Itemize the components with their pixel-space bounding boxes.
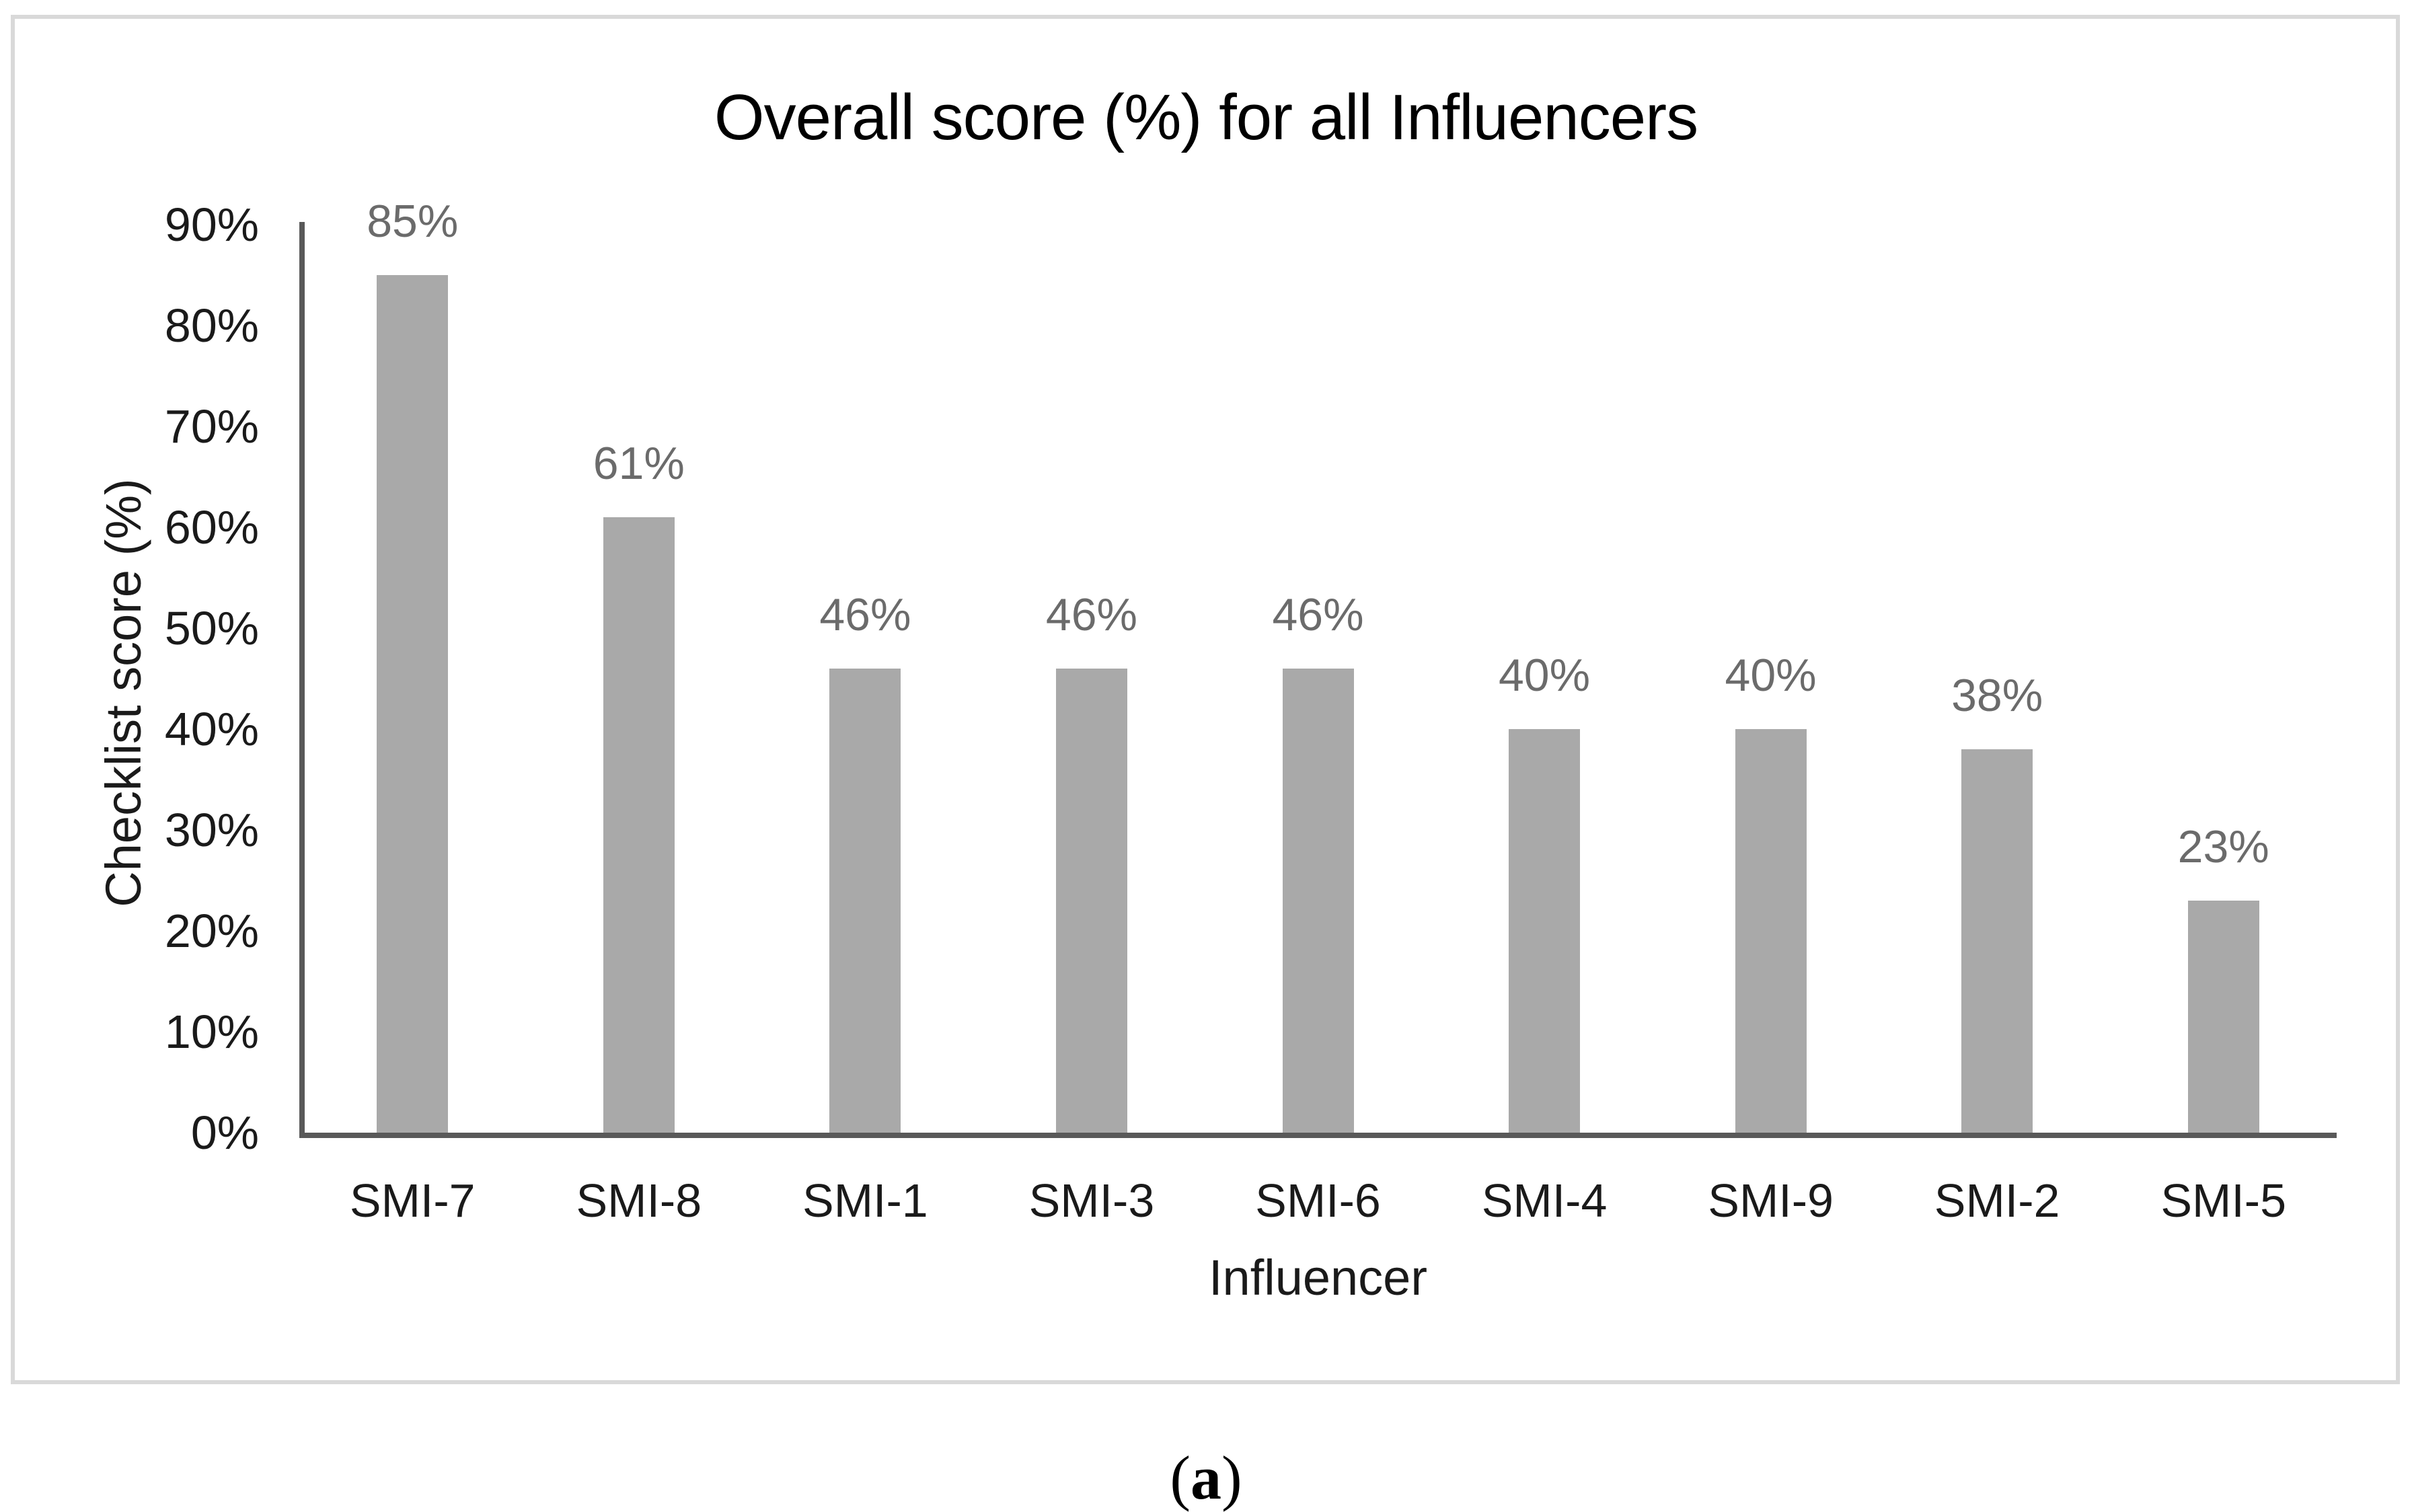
y-tick-label-10: 10% <box>164 1006 259 1058</box>
y-tick-label-40: 40% <box>164 703 259 755</box>
data-label-SMI-6: 46% <box>1272 589 1364 640</box>
data-label-SMI-3: 46% <box>1045 589 1137 640</box>
y-axis-line <box>299 222 305 1138</box>
bar-SMI-9 <box>1735 729 1807 1133</box>
y-tick-label-80: 80% <box>164 299 259 352</box>
bar-SMI-6 <box>1282 669 1354 1133</box>
x-tick-label-SMI-9: SMI-9 <box>1708 1174 1834 1227</box>
data-label-SMI-7: 85% <box>367 196 459 247</box>
bar-SMI-2 <box>1961 749 2033 1133</box>
y-tick-label-0: 0% <box>190 1106 259 1159</box>
bar-SMI-8 <box>603 517 675 1133</box>
y-tick-label-70: 70% <box>164 400 259 453</box>
caption-letter: a <box>1191 1443 1221 1512</box>
caption-open-paren: ( <box>1170 1443 1191 1512</box>
y-tick-label-50: 50% <box>164 602 259 654</box>
x-tick-label-SMI-5: SMI-5 <box>2160 1174 2287 1227</box>
y-tick-label-20: 20% <box>164 905 259 957</box>
bar-SMI-4 <box>1509 729 1581 1133</box>
x-tick-label-SMI-6: SMI-6 <box>1255 1174 1381 1227</box>
figure-caption: (a) <box>0 1447 2412 1509</box>
y-tick-label-60: 60% <box>164 501 259 554</box>
data-label-SMI-4: 40% <box>1498 650 1591 701</box>
bar-SMI-7 <box>377 275 449 1133</box>
caption-close-paren: ) <box>1221 1443 1242 1512</box>
data-label-SMI-2: 38% <box>1951 670 2043 721</box>
data-label-SMI-9: 40% <box>1725 650 1817 701</box>
bar-SMI-5 <box>2187 901 2259 1133</box>
x-axis-line <box>299 1133 2337 1138</box>
data-label-SMI-1: 46% <box>819 589 911 640</box>
chart-title: Overall score (%) for all Influencers <box>714 81 1698 153</box>
bar-SMI-3 <box>1055 669 1127 1133</box>
x-tick-label-SMI-1: SMI-1 <box>802 1174 928 1227</box>
data-label-SMI-5: 23% <box>2177 821 2269 872</box>
y-tick-label-90: 90% <box>164 198 259 251</box>
x-tick-label-SMI-3: SMI-3 <box>1028 1174 1155 1227</box>
data-label-SMI-8: 61% <box>593 438 685 489</box>
bar-SMI-1 <box>829 669 901 1133</box>
y-tick-label-30: 30% <box>164 804 259 856</box>
x-tick-label-SMI-2: SMI-2 <box>1934 1174 2060 1227</box>
x-tick-label-SMI-8: SMI-8 <box>576 1174 702 1227</box>
x-tick-label-SMI-7: SMI-7 <box>349 1174 476 1227</box>
x-axis-title: Influencer <box>1209 1250 1427 1306</box>
x-tick-label-SMI-4: SMI-4 <box>1481 1174 1608 1227</box>
